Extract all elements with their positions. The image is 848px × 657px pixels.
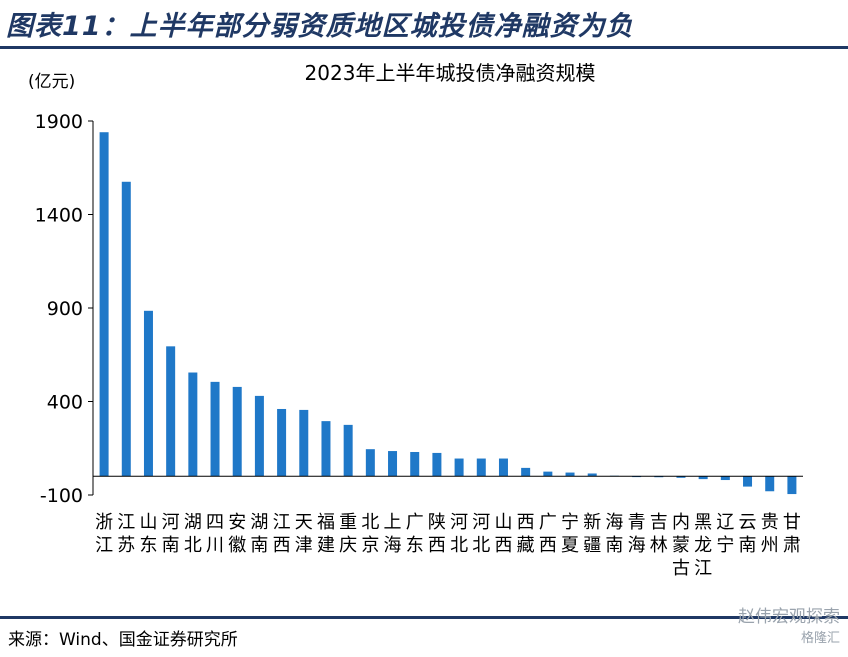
x-category-label: 四川 (206, 512, 224, 556)
x-category-label: 河南 (162, 512, 180, 556)
x-category-label: 湖南 (250, 512, 268, 556)
bar (698, 476, 708, 480)
bar (543, 471, 553, 477)
y-tick-label: 400 (47, 392, 83, 414)
chart-title: 2023年上半年城投债净融资规模 (305, 61, 596, 85)
bar (121, 181, 131, 477)
figure-title: 图表11：上半年部分弱资质地区城投债净融资为负 (6, 11, 634, 42)
watermark: 赵伟宏观探索 格隆汇 (738, 606, 840, 650)
x-category-label: 云南 (739, 512, 757, 556)
bottom-rule (0, 616, 848, 619)
x-category-label: 黑龙江 (694, 512, 712, 579)
x-category-label: 陕西 (428, 512, 446, 556)
x-category-label: 山东 (139, 512, 157, 556)
y-axis: 1900 1400 900 400 -100 (35, 111, 94, 507)
bar (720, 476, 730, 481)
x-category-label: 福建 (317, 512, 335, 556)
x-category-label: 上海 (384, 512, 402, 556)
x-axis-labels: 浙江江苏山东河南湖北四川安徽湖南江西天津福建重庆北京上海广东陕西河北河北山西西藏… (93, 475, 803, 579)
bar (232, 386, 242, 477)
x-category-label: 内蒙古 (672, 512, 690, 579)
x-category-label: 宁夏 (561, 512, 579, 556)
bar (410, 451, 420, 477)
bar (166, 346, 176, 477)
x-category-label: 河北 (450, 512, 468, 556)
x-category-label: 海南 (605, 512, 623, 556)
source-note: 来源：Wind、国金证券研究所 (8, 630, 238, 650)
bar (188, 372, 198, 477)
x-category-label: 湖北 (184, 512, 202, 556)
bar (210, 381, 220, 477)
bar (343, 424, 353, 477)
bar (765, 476, 775, 492)
x-category-label: 河北 (472, 512, 490, 556)
x-category-label: 西藏 (517, 512, 535, 556)
x-category-label: 广东 (406, 512, 424, 556)
bar (299, 409, 309, 477)
x-category-label: 新疆 (583, 512, 601, 556)
x-category-label: 甘肃 (783, 512, 801, 556)
bar (99, 132, 109, 477)
x-category-label: 贵州 (761, 512, 779, 556)
x-category-label: 辽宁 (716, 512, 734, 556)
x-category-label: 北京 (361, 512, 379, 556)
bar (365, 449, 375, 477)
bar (388, 451, 398, 477)
y-tick-label: 900 (47, 298, 83, 320)
x-category-label: 广西 (539, 512, 557, 556)
bar (565, 472, 575, 477)
top-rule (0, 46, 848, 49)
bar (476, 458, 486, 477)
bar (743, 476, 753, 487)
watermark-brand: 格隆汇 (800, 631, 840, 646)
bar (587, 473, 597, 477)
y-tick-label: -100 (40, 485, 83, 507)
watermark-account: 赵伟宏观探索 (738, 607, 840, 627)
bar (521, 467, 531, 477)
bar (454, 458, 464, 477)
bar (498, 458, 508, 477)
bar (254, 395, 264, 477)
y-tick-label: 1400 (35, 205, 83, 227)
x-category-label: 吉林 (650, 512, 668, 556)
bar (676, 476, 686, 478)
bar (143, 310, 153, 477)
x-category-label: 江苏 (117, 512, 135, 556)
x-category-label: 天津 (295, 512, 313, 556)
bar (277, 408, 287, 477)
x-category-label: 重庆 (339, 512, 357, 556)
y-tick-label: 1900 (35, 111, 83, 133)
x-category-label: 江西 (273, 512, 291, 556)
bar (787, 476, 797, 495)
x-category-label: 安徽 (228, 512, 246, 556)
x-category-label: 浙江 (95, 512, 113, 556)
bar (432, 452, 442, 477)
y-unit-label: (亿元) (28, 72, 75, 92)
x-category-label: 山西 (494, 512, 512, 556)
x-category-label: 青海 (628, 512, 646, 556)
bars (99, 132, 797, 495)
bar (321, 421, 331, 477)
